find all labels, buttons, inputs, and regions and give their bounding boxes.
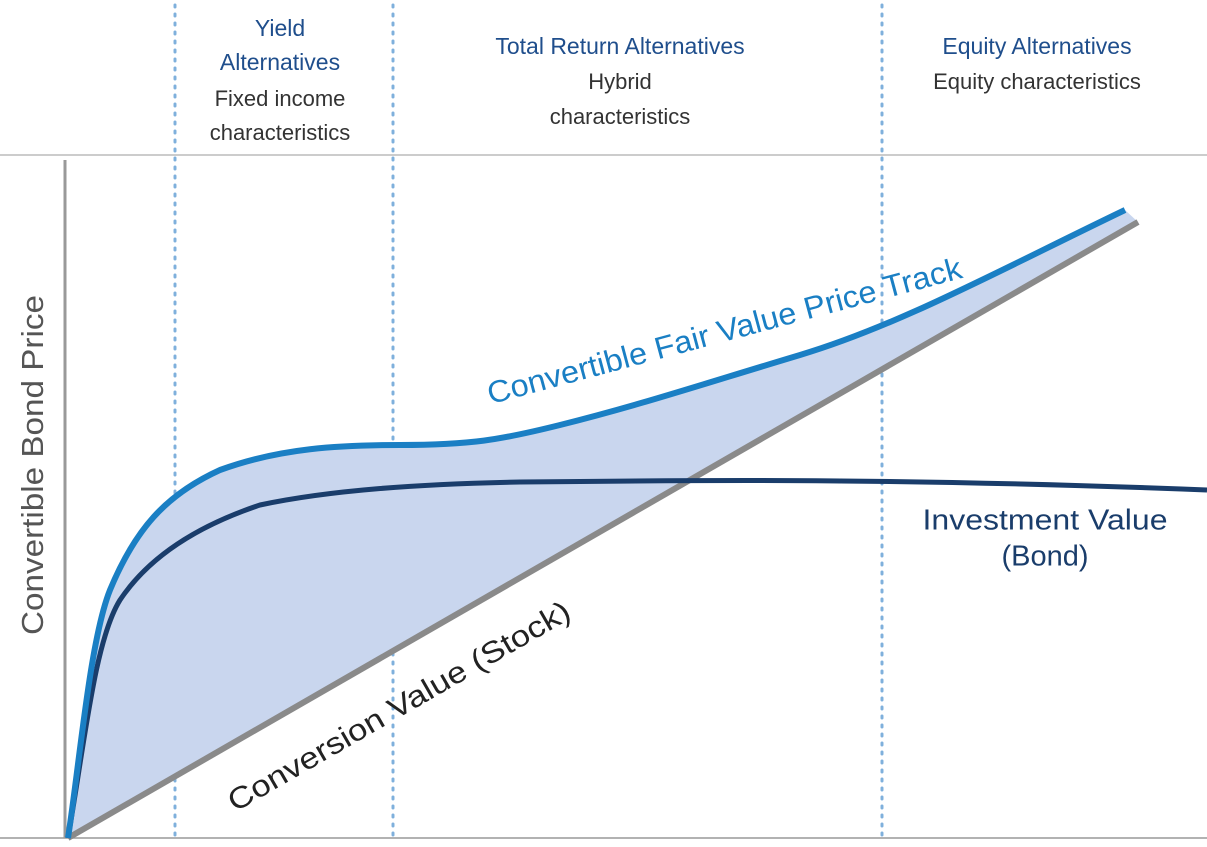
y-axis-label: Convertible Bond Price bbox=[15, 295, 50, 635]
zone-subtitle: characteristics bbox=[550, 104, 691, 129]
fair-value-curve bbox=[65, 207, 1127, 839]
zone-title: Yield bbox=[255, 15, 305, 41]
zone-subtitle: Fixed income bbox=[215, 86, 346, 111]
zone-title: Alternatives bbox=[220, 49, 340, 75]
conversion-value-line bbox=[66, 219, 1140, 841]
investment-value-curve bbox=[65, 477, 1207, 839]
investment-value-label: Investment Value bbox=[923, 505, 1168, 537]
zone-subtitle: Hybrid bbox=[588, 69, 652, 94]
zone-subtitle: characteristics bbox=[210, 120, 351, 145]
zone-subtitle: Equity characteristics bbox=[933, 69, 1141, 94]
zone-title: Equity Alternatives bbox=[942, 33, 1131, 59]
investment-value-label: (Bond) bbox=[1001, 541, 1088, 573]
zone-title: Total Return Alternatives bbox=[495, 33, 744, 59]
